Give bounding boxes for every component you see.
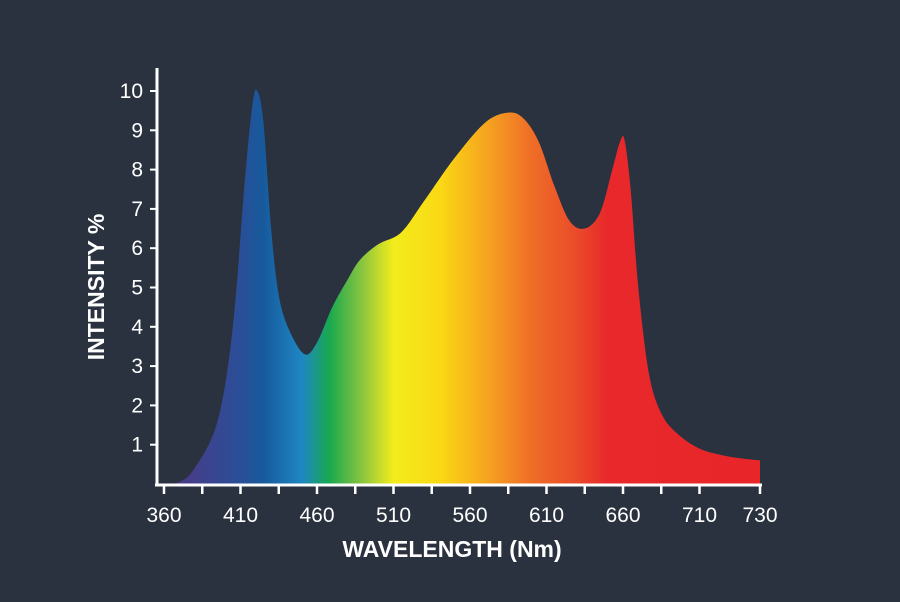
x-axis-title: WAVELENGTH (Nm) xyxy=(342,536,561,562)
spectrum-area xyxy=(164,89,760,484)
y-axis-title: INTENSITY % xyxy=(83,214,109,361)
x-tick-label: 730 xyxy=(742,504,777,527)
y-tick-label: 7 xyxy=(131,198,143,221)
x-tick-label: 460 xyxy=(299,504,334,527)
y-tick-label: 8 xyxy=(131,159,143,182)
x-tick-label: 560 xyxy=(452,504,487,527)
y-tick-label: 6 xyxy=(131,237,143,260)
y-tick-label: 10 xyxy=(120,80,143,103)
plot-area xyxy=(164,89,760,484)
x-tick-label: 660 xyxy=(605,504,640,527)
x-tick-label: 410 xyxy=(223,504,258,527)
y-tick-label: 1 xyxy=(131,434,143,457)
x-tick-label: 710 xyxy=(682,504,717,527)
y-tick-label: 9 xyxy=(131,119,143,142)
y-tick-label: 4 xyxy=(131,316,143,339)
x-tick-label: 360 xyxy=(146,504,181,527)
y-tick-label: 2 xyxy=(131,394,143,417)
x-tick-label: 510 xyxy=(376,504,411,527)
x-tick-label: 610 xyxy=(529,504,564,527)
y-tick-label: 5 xyxy=(131,277,143,300)
axes: 360 410 460 510 560 610 660 710 730 1 2 3 4 5 6 7 8 9 10 xyxy=(120,68,778,527)
y-tick-label: 3 xyxy=(131,355,143,378)
